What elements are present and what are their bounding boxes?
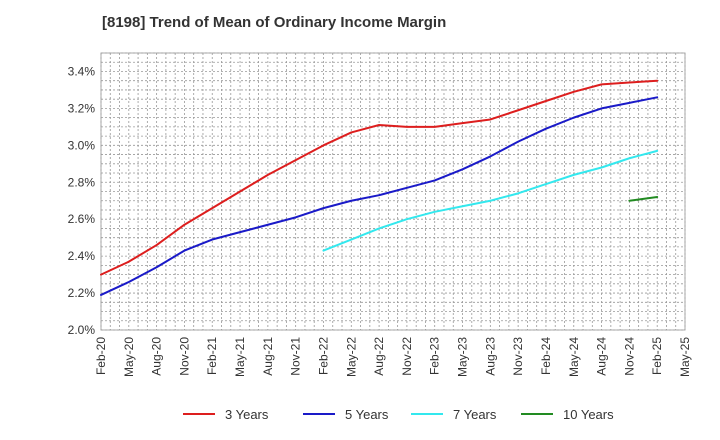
y-tick-label: 3.0%	[68, 138, 96, 152]
y-tick-label: 2.8%	[68, 175, 96, 189]
x-tick-label: Aug-20	[150, 337, 164, 376]
y-tick-label: 2.6%	[68, 212, 96, 226]
y-tick-label: 3.2%	[68, 101, 96, 115]
x-tick-label: May-25	[678, 337, 692, 377]
x-tick-label: Feb-24	[539, 337, 553, 375]
series-line-7-years	[322, 149, 659, 252]
x-tick-label: Nov-23	[511, 337, 525, 376]
x-tick-label: Aug-22	[372, 337, 386, 376]
x-tick-label: Nov-20	[177, 337, 191, 376]
x-tick-label: Feb-21	[205, 337, 219, 375]
x-tick-label: Nov-21	[289, 337, 303, 376]
series-line-3-years	[100, 79, 659, 276]
legend: 3 Years 5 Years 7 Years 10 Years	[183, 407, 614, 422]
x-tick-label: Feb-25	[650, 337, 664, 375]
x-tick-label: May-23	[456, 337, 470, 377]
x-tick-label: Feb-20	[94, 337, 108, 375]
x-tick-label: Feb-22	[316, 337, 330, 375]
x-tick-label: May-24	[567, 337, 581, 377]
x-tick-label: May-21	[233, 337, 247, 377]
x-tick-label: Nov-22	[400, 337, 414, 376]
y-tick-label: 2.0%	[68, 323, 96, 337]
series-line-5-years	[100, 96, 659, 296]
series-layer	[100, 79, 659, 296]
y-tick-label: 2.4%	[68, 249, 96, 263]
legend-label-10-years: 10 Years	[563, 407, 614, 422]
x-tick-label: May-20	[122, 337, 136, 377]
series-line-10-years	[628, 196, 659, 202]
legend-label-3-years: 3 Years	[225, 407, 269, 422]
x-tick-label: Aug-23	[483, 337, 497, 376]
y-tick-label: 3.4%	[68, 64, 96, 78]
legend-label-5-years: 5 Years	[345, 407, 389, 422]
y-tick-label: 2.2%	[68, 286, 96, 300]
axis-layer: 2.0% 2.2% 2.4% 2.6% 2.8% 3.0% 3.2% 3.4% Feb-20 Ma…	[68, 64, 692, 377]
x-tick-label: Aug-24	[595, 337, 609, 376]
x-tick-label: Nov-24	[622, 337, 636, 376]
x-tick-label: Aug-21	[261, 337, 275, 376]
x-tick-label: May-22	[344, 337, 358, 377]
chart-title: [8198] Trend of Mean of Ordinary Income …	[102, 14, 447, 31]
x-tick-label: Feb-23	[428, 337, 442, 375]
legend-label-7-years: 7 Years	[453, 407, 497, 422]
